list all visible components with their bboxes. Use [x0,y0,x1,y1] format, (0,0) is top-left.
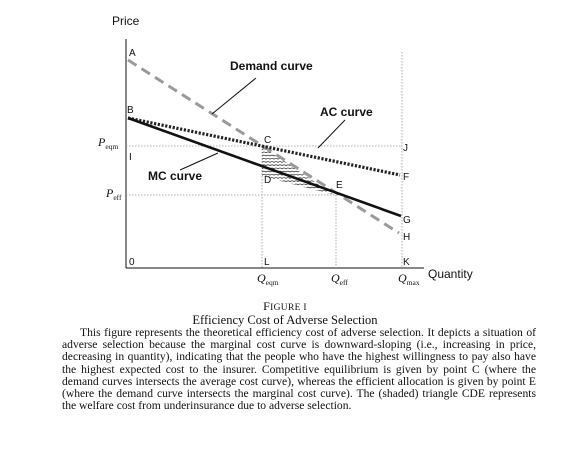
hatch-line [262,186,334,189]
point-label-k: K [403,257,410,268]
figure-title: Efficiency Cost of Adverse Selection [192,313,378,327]
adverse-selection-figure: Price Quantity Demand curve AC curve MC … [97,14,473,287]
hatch-line [262,193,334,195]
figure-label: FIGURE I [263,299,307,313]
hatch-line [262,170,334,173]
point-label-j: J [403,143,408,154]
point-label-g: G [403,215,411,226]
figure-caption-body: This figure represents the theoretical e… [62,326,536,413]
mc-curve-line [127,116,402,218]
demand-label-pointer [211,77,257,115]
ac-label-pointer [317,119,346,149]
ac-curve-line [127,116,401,177]
x-tick-qeqm: Qeqm [257,271,279,287]
point-label-f: F [403,172,409,183]
origin-label: 0 [129,257,135,268]
point-label-c: C [264,135,271,146]
hatch-line [258,197,342,198]
hatch-line [262,164,334,167]
point-label-l: L [264,257,270,268]
y-axis-title: Price [112,14,140,28]
point-label-i: I [129,152,132,163]
demand-curve-label: Demand curve [230,59,313,73]
point-label-b: B [127,105,134,116]
x-tick-qeff: Qeff [331,271,348,287]
mc-label-pointer [179,152,219,171]
mc-curve-label: MC curve [148,169,202,183]
point-label-h: H [403,232,410,243]
y-tick-peqm: Peqm [97,135,118,151]
ac-curve-label: AC curve [320,105,373,119]
y-tick-peff: Peff [105,186,122,202]
point-label-a: A [129,48,136,59]
point-label-e: E [336,180,343,191]
x-axis-title: Quantity [428,267,473,281]
x-tick-qmax: Qmax [398,271,420,287]
point-label-d: D [264,175,271,186]
